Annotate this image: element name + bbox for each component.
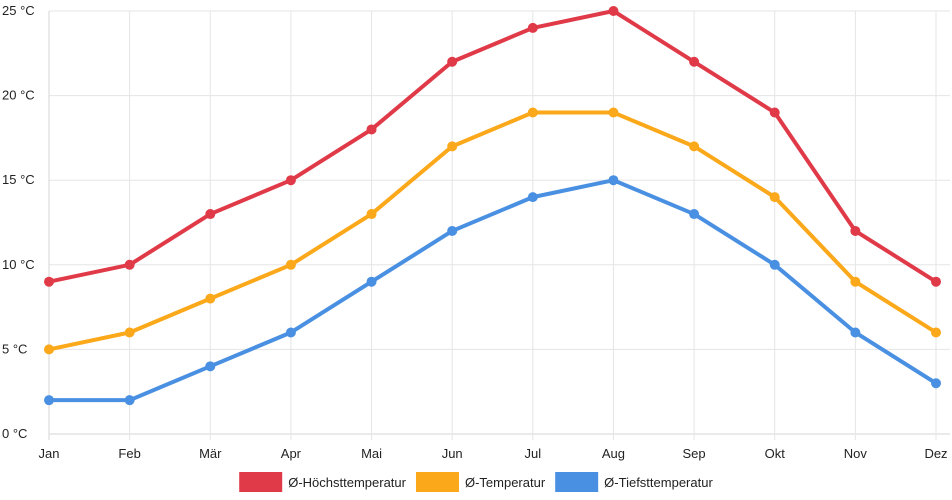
legend-item-o-temperatur[interactable]: Ø-Temperatur xyxy=(415,472,546,492)
data-point[interactable] xyxy=(931,276,941,287)
data-point[interactable] xyxy=(205,293,216,304)
x-tick-label: Mai xyxy=(361,446,382,461)
data-point[interactable] xyxy=(527,107,538,118)
series xyxy=(44,6,941,406)
x-tick-label: Jun xyxy=(442,446,463,461)
legend-swatch xyxy=(415,472,459,492)
series-line xyxy=(47,178,938,403)
x-tick-label: Apr xyxy=(281,446,302,461)
data-point[interactable] xyxy=(850,225,861,236)
legend-label: Ø-Tiefsttemperatur xyxy=(604,475,713,490)
x-axis-ticks: Jan Feb Mär Apr Mai Jun Jul Aug Sep Okt Nov Dez xyxy=(39,446,948,461)
x-tick-label: Jul xyxy=(525,446,542,461)
data-point[interactable] xyxy=(608,6,619,16)
data-point[interactable] xyxy=(447,56,458,67)
data-point[interactable] xyxy=(931,378,941,389)
legend-item-o-hochsttemperatur[interactable]: Ø-Höchsttemperatur xyxy=(239,472,407,492)
data-point[interactable] xyxy=(124,259,135,270)
data-point[interactable] xyxy=(769,192,780,203)
series-o-temperatur xyxy=(44,107,941,355)
data-point[interactable] xyxy=(205,209,216,220)
x-tick-label: Mär xyxy=(199,446,222,461)
series-o-hochsttemperatur xyxy=(44,6,941,287)
y-tick-label: 5 °C xyxy=(2,341,27,356)
data-point[interactable] xyxy=(366,276,377,287)
y-axis-ticks: 0 °C 5 °C 10 °C 15 °C 20 °C 25 °C xyxy=(2,3,35,441)
x-tick-label: Okt xyxy=(765,446,786,461)
data-point[interactable] xyxy=(205,361,216,372)
data-point[interactable] xyxy=(285,327,296,338)
x-tick-label: Jan xyxy=(39,446,60,461)
legend-swatch xyxy=(239,472,283,492)
series-line xyxy=(47,9,938,284)
legend-item-o-tiefsttemperatur[interactable]: Ø-Tiefsttemperatur xyxy=(555,472,713,492)
x-tick-label: Aug xyxy=(602,446,625,461)
y-tick-label: 10 °C xyxy=(2,257,35,272)
x-tick-label: Sep xyxy=(683,446,706,461)
y-tick-label: 15 °C xyxy=(2,172,35,187)
legend-swatch xyxy=(555,472,599,492)
legend: Ø-Höchsttemperatur Ø-Temperatur Ø-Tiefstte… xyxy=(239,472,713,492)
data-point[interactable] xyxy=(769,259,780,270)
data-point[interactable] xyxy=(447,141,458,152)
data-point[interactable] xyxy=(608,175,619,186)
y-tick-label: 25 °C xyxy=(2,3,35,18)
x-tick-label: Feb xyxy=(118,446,140,461)
data-point[interactable] xyxy=(689,56,700,67)
data-point[interactable] xyxy=(366,124,377,135)
data-point[interactable] xyxy=(850,276,861,287)
series-o-tiefsttemperatur xyxy=(44,175,941,406)
data-point[interactable] xyxy=(285,175,296,186)
data-point[interactable] xyxy=(44,344,54,355)
x-tick-label: Dez xyxy=(924,446,947,461)
x-tick-label: Nov xyxy=(844,446,868,461)
data-point[interactable] xyxy=(44,276,54,287)
data-point[interactable] xyxy=(124,395,135,406)
data-point[interactable] xyxy=(850,327,861,338)
series-line xyxy=(47,110,938,352)
legend-label: Ø-Temperatur xyxy=(465,475,546,490)
data-point[interactable] xyxy=(689,141,700,152)
data-point[interactable] xyxy=(527,22,538,33)
data-point[interactable] xyxy=(285,259,296,270)
data-point[interactable] xyxy=(366,209,377,220)
legend-label: Ø-Höchsttemperatur xyxy=(288,475,406,490)
data-point[interactable] xyxy=(769,107,780,118)
grid xyxy=(48,10,950,440)
data-point[interactable] xyxy=(447,225,458,236)
data-point[interactable] xyxy=(527,192,538,203)
data-point[interactable] xyxy=(124,327,135,338)
y-tick-label: 20 °C xyxy=(2,88,35,103)
data-point[interactable] xyxy=(931,327,941,338)
data-point[interactable] xyxy=(608,107,619,118)
y-tick-label: 0 °C xyxy=(2,426,27,441)
data-point[interactable] xyxy=(44,395,54,406)
data-point[interactable] xyxy=(689,209,700,220)
